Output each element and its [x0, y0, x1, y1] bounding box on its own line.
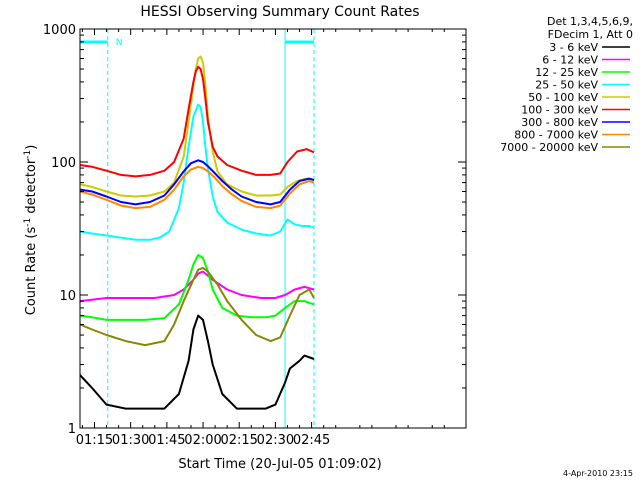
night-markers: N	[79, 29, 315, 428]
legend-label-1: 6 - 12 keV	[542, 54, 598, 67]
legend: Det 1,3,4,5,6,9, FDecim 1, Att 0 3 - 6 k…	[500, 15, 633, 154]
y-axis-label-sup2: -1	[23, 150, 33, 159]
series-line-2	[79, 254, 315, 321]
series-line-6	[79, 159, 315, 206]
y-axis-label-close: )	[24, 145, 39, 150]
legend-label-6: 300 - 800 keV	[521, 116, 598, 129]
legend-label-2: 12 - 25 keV	[535, 66, 598, 79]
series-line-1	[79, 270, 315, 303]
plot-frame	[79, 28, 467, 429]
x-tick-label: 02:45	[293, 433, 330, 448]
y-tick-label: 1000	[43, 23, 76, 38]
x-axis-label: Start Time (20-Jul-05 01:09:02)	[178, 457, 381, 472]
x-tick-label: 01:15	[76, 433, 113, 448]
legend-header-line-2: FDecim 1, Att 0	[548, 28, 633, 41]
x-tick-label: 01:45	[148, 433, 185, 448]
y-tick-label: 10	[59, 289, 76, 304]
legend-label-8: 7000 - 20000 keV	[500, 141, 598, 154]
y-tick-label: 100	[51, 156, 76, 171]
series-line-0	[79, 314, 315, 410]
legend-label-4: 50 - 100 keV	[528, 91, 598, 104]
chart-title: HESSI Observing Summary Count Rates	[140, 4, 419, 20]
series-line-8	[79, 266, 315, 347]
y-axis-label-main: Count Rate (s	[24, 227, 39, 316]
legend-label-5: 100 - 300 keV	[521, 104, 598, 117]
y-tick-label: 1	[68, 422, 76, 437]
x-tick-label: 02:00	[184, 433, 221, 448]
y-axis-label-sup1: -1	[23, 218, 33, 227]
legend-header-line-1: Det 1,3,4,5,6,9,	[547, 15, 633, 28]
y-axis-label: Count Rate (s-1 detector-1)	[23, 145, 39, 316]
x-tick-label: 02:30	[257, 433, 294, 448]
legend-label-7: 800 - 7000 keV	[514, 129, 598, 142]
footer-timestamp: 4-Apr-2010 23:15	[563, 469, 633, 478]
plot-series	[79, 55, 315, 410]
night-label: N	[116, 38, 123, 48]
series-line-4	[79, 55, 315, 198]
series-line-7	[79, 165, 315, 210]
legend-label-0: 3 - 6 keV	[549, 41, 598, 54]
series-line-5	[79, 65, 315, 178]
x-tick-label: 01:30	[112, 433, 149, 448]
legend-label-3: 25 - 50 keV	[535, 79, 598, 92]
y-axis-label-mid: detector	[24, 158, 39, 218]
x-tick-label: 02:15	[220, 433, 257, 448]
series-line-3	[79, 103, 315, 241]
